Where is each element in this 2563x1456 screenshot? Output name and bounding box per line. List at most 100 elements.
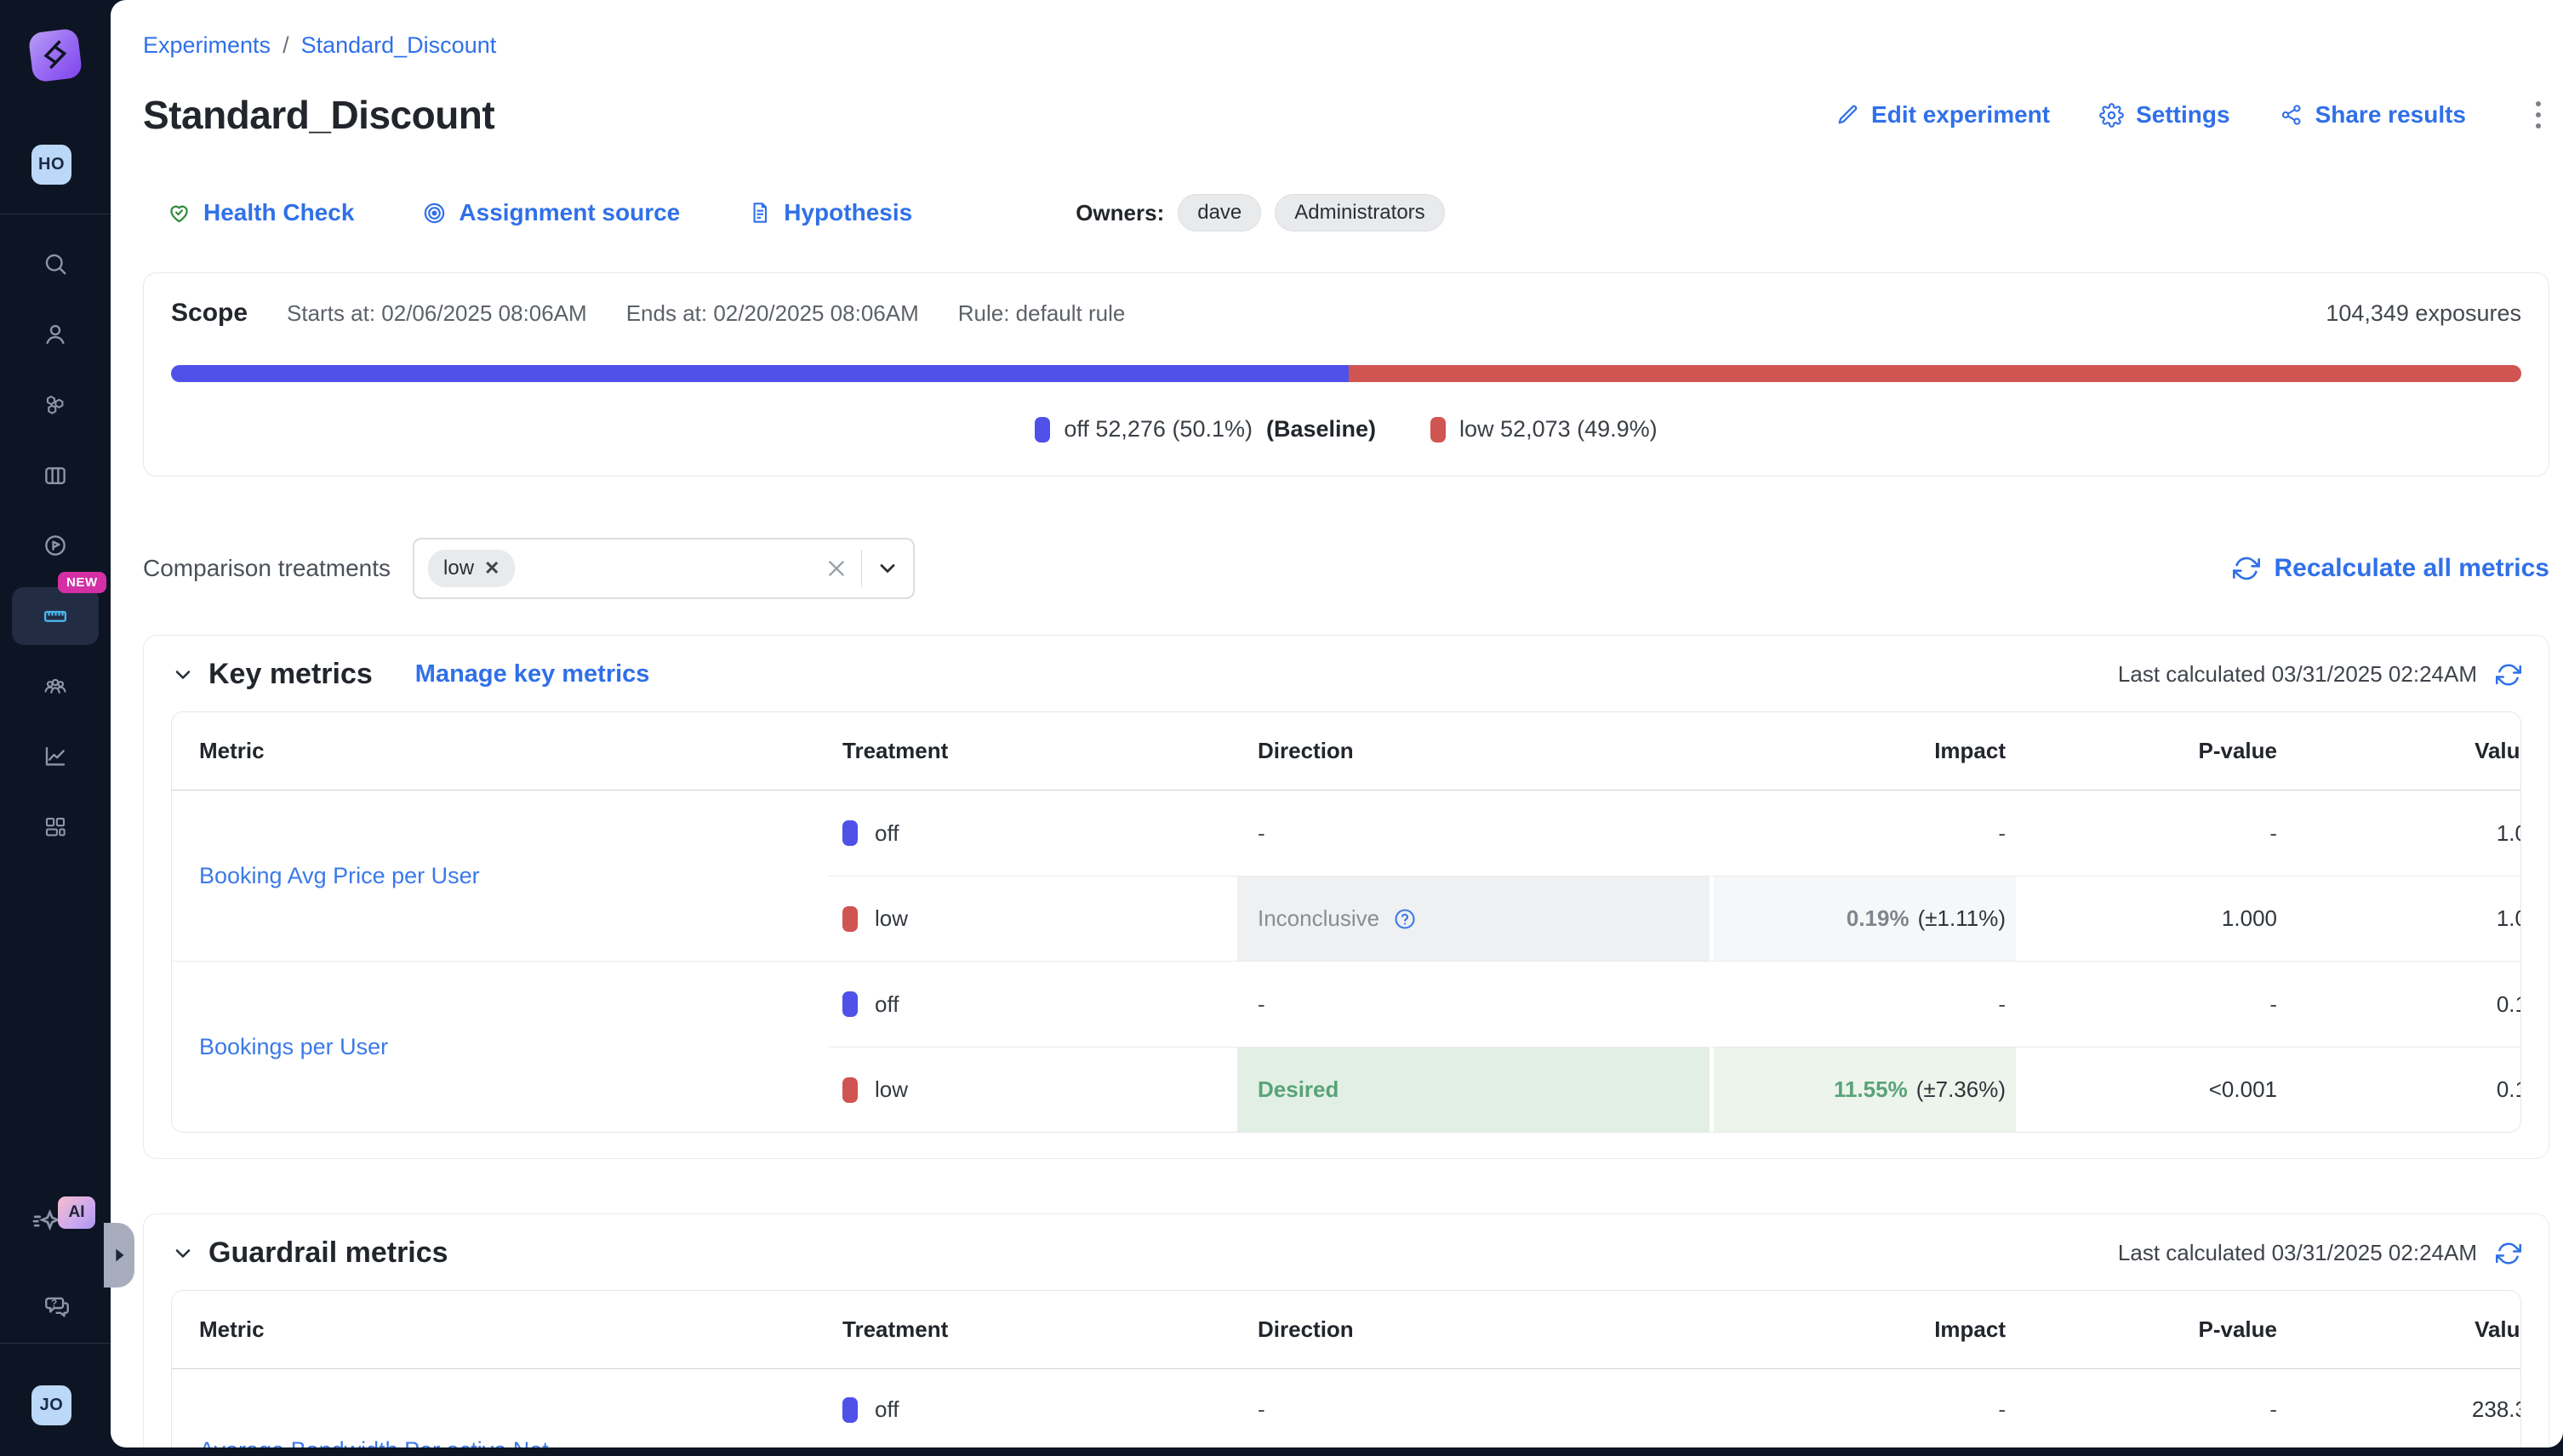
sidebar-divider — [0, 1343, 111, 1344]
share-results-button[interactable]: Share results — [2280, 101, 2466, 128]
key-metrics-section: Key metrics Manage key metrics Last calc… — [143, 635, 2549, 1159]
metric-name-cell: Booking Avg Price per User — [172, 791, 829, 961]
user-avatar[interactable]: JO — [31, 1385, 71, 1425]
pencil-icon — [1838, 105, 1858, 124]
sidebar: HO NEW — [0, 0, 111, 1456]
workspace-avatar[interactable]: HO — [31, 145, 71, 185]
sidebar-item-metrics-active[interactable] — [12, 587, 99, 645]
treatment-cell: low — [829, 1047, 1237, 1132]
app-logo[interactable] — [27, 27, 83, 83]
col-header-metric: Metric — [199, 1316, 265, 1342]
owners: Owners: dave Administrators — [1076, 194, 1445, 231]
treatment-cell: off — [829, 1369, 1237, 1447]
owner-pill[interactable]: Administrators — [1275, 194, 1445, 231]
legend-baseline-label: (Baseline) — [1265, 416, 1377, 442]
treatment-cell: off — [829, 791, 1237, 876]
hypothesis-link[interactable]: Hypothesis — [748, 199, 912, 226]
table-header-row: Metric Treatment Direction Impact P-valu… — [172, 1291, 2520, 1369]
edit-experiment-button[interactable]: Edit experiment — [1835, 101, 2050, 128]
impact-cell: 11.55% (±7.36%) — [1710, 1047, 2016, 1132]
columns-icon[interactable] — [43, 463, 68, 488]
edit-experiment-label: Edit experiment — [1871, 101, 2051, 128]
sidebar-collapse-handle[interactable] — [104, 1223, 134, 1288]
search-icon[interactable] — [43, 251, 68, 277]
settings-button[interactable]: Settings — [2099, 101, 2230, 128]
subnav: Health Check Assignment source Hypothesi… — [143, 194, 2549, 231]
col-header-value: Value — [2475, 1316, 2520, 1342]
target-icon — [425, 203, 445, 223]
metric-link[interactable]: Average Bandwidth Per active Net — [199, 1437, 549, 1448]
metric-group: Bookings per User off - - - 0.1 low Desi… — [172, 961, 2520, 1132]
more-options-button[interactable] — [2527, 96, 2549, 134]
release-flag-icon[interactable] — [43, 533, 68, 558]
metric-group: Booking Avg Price per User off - - - 1.0… — [172, 791, 2520, 961]
scope-starts: Starts at: 02/06/2025 08:06AM — [287, 300, 587, 326]
ai-assistant-button[interactable]: AI — [32, 1196, 95, 1239]
refresh-icon[interactable] — [2496, 662, 2521, 688]
col-header-pvalue: P-value — [2198, 1316, 2278, 1342]
direction-cell: - — [1258, 1396, 1265, 1422]
help-chat-icon[interactable]: ? — [43, 1292, 71, 1321]
pvalue-cell: - — [2269, 1396, 2277, 1422]
ai-sparkle-icon — [32, 1208, 61, 1231]
hexagons-icon[interactable] — [43, 392, 68, 418]
header-actions: Edit experiment Settings Share results — [1835, 96, 2549, 134]
comparison-treatments-select[interactable]: low ✕ — [413, 538, 916, 599]
owner-pill[interactable]: dave — [1178, 194, 1262, 231]
treatment-cell: low — [829, 876, 1237, 961]
refresh-icon[interactable] — [2496, 1241, 2521, 1266]
guardrail-metrics-title: Guardrail metrics — [208, 1236, 448, 1269]
key-metrics-title: Key metrics — [208, 658, 373, 690]
assignment-source-link[interactable]: Assignment source — [422, 199, 680, 226]
low-swatch — [1430, 416, 1447, 443]
select-clear-icon[interactable] — [825, 557, 848, 580]
metric-group: Average Bandwidth Per active Net off - -… — [172, 1369, 2520, 1447]
legend-item-low: low 52,073 (49.9%) — [1430, 416, 1658, 443]
direction-cell: - — [1258, 819, 1265, 846]
breadcrumb-current-link[interactable]: Standard_Discount — [300, 32, 497, 58]
breadcrumb-experiments-link[interactable]: Experiments — [143, 32, 271, 58]
svg-text:?: ? — [51, 1297, 57, 1309]
metric-link[interactable]: Booking Avg Price per User — [199, 862, 480, 888]
comparison-label: Comparison treatments — [143, 555, 391, 581]
value-cell: 0.1 — [2496, 991, 2520, 1017]
impact-cell: - — [1998, 1396, 2006, 1422]
collapse-chevron-icon[interactable] — [171, 663, 195, 687]
off-swatch — [842, 1396, 858, 1423]
direction-cell: Inconclusive — [1237, 876, 1710, 961]
recalculate-label: Recalculate all metrics — [2274, 554, 2549, 582]
col-header-treatment: Treatment — [842, 738, 949, 763]
metric-name-cell: Average Bandwidth Per active Net — [172, 1369, 829, 1448]
ai-badge: AI — [58, 1196, 95, 1229]
share-results-label: Share results — [2315, 101, 2466, 128]
recalculate-all-metrics-button[interactable]: Recalculate all metrics — [2233, 554, 2549, 583]
heart-check-icon — [170, 205, 188, 222]
table-header-row: Metric Treatment Direction Impact P-valu… — [172, 712, 2520, 791]
health-check-label: Health Check — [203, 199, 355, 226]
guardrail-metrics-section: Guardrail metrics Last calculated 03/31/… — [143, 1213, 2549, 1447]
value-cell: 1.0 — [2496, 905, 2520, 931]
select-divider — [861, 550, 863, 587]
col-header-impact: Impact — [1934, 1316, 2006, 1342]
treatment-chip-low[interactable]: low ✕ — [428, 550, 516, 587]
collapse-chevron-icon[interactable] — [171, 1242, 195, 1265]
impact-cell: - — [1998, 819, 2006, 846]
last-calculated-label: Last calculated 03/31/2025 02:24AM — [2117, 661, 2477, 687]
col-header-metric: Metric — [199, 738, 265, 763]
chip-remove-icon[interactable]: ✕ — [484, 557, 500, 579]
metric-link[interactable]: Bookings per User — [199, 1033, 389, 1059]
off-swatch — [842, 991, 858, 1017]
help-circle-icon[interactable] — [1393, 907, 1417, 931]
refresh-icon — [2233, 557, 2261, 580]
treatment-chip-label: low — [443, 557, 475, 580]
health-check-link[interactable]: Health Check — [167, 199, 354, 226]
off-swatch — [842, 820, 858, 846]
dashboard-grid-icon[interactable] — [43, 814, 68, 840]
bar-segment-low — [1348, 365, 2521, 382]
line-chart-icon[interactable] — [43, 744, 68, 769]
ruler-icon — [43, 610, 67, 622]
person-icon[interactable] — [43, 322, 68, 347]
people-group-icon[interactable] — [43, 674, 68, 699]
select-chevron-down-icon[interactable] — [876, 557, 899, 580]
manage-key-metrics-link[interactable]: Manage key metrics — [414, 660, 650, 688]
